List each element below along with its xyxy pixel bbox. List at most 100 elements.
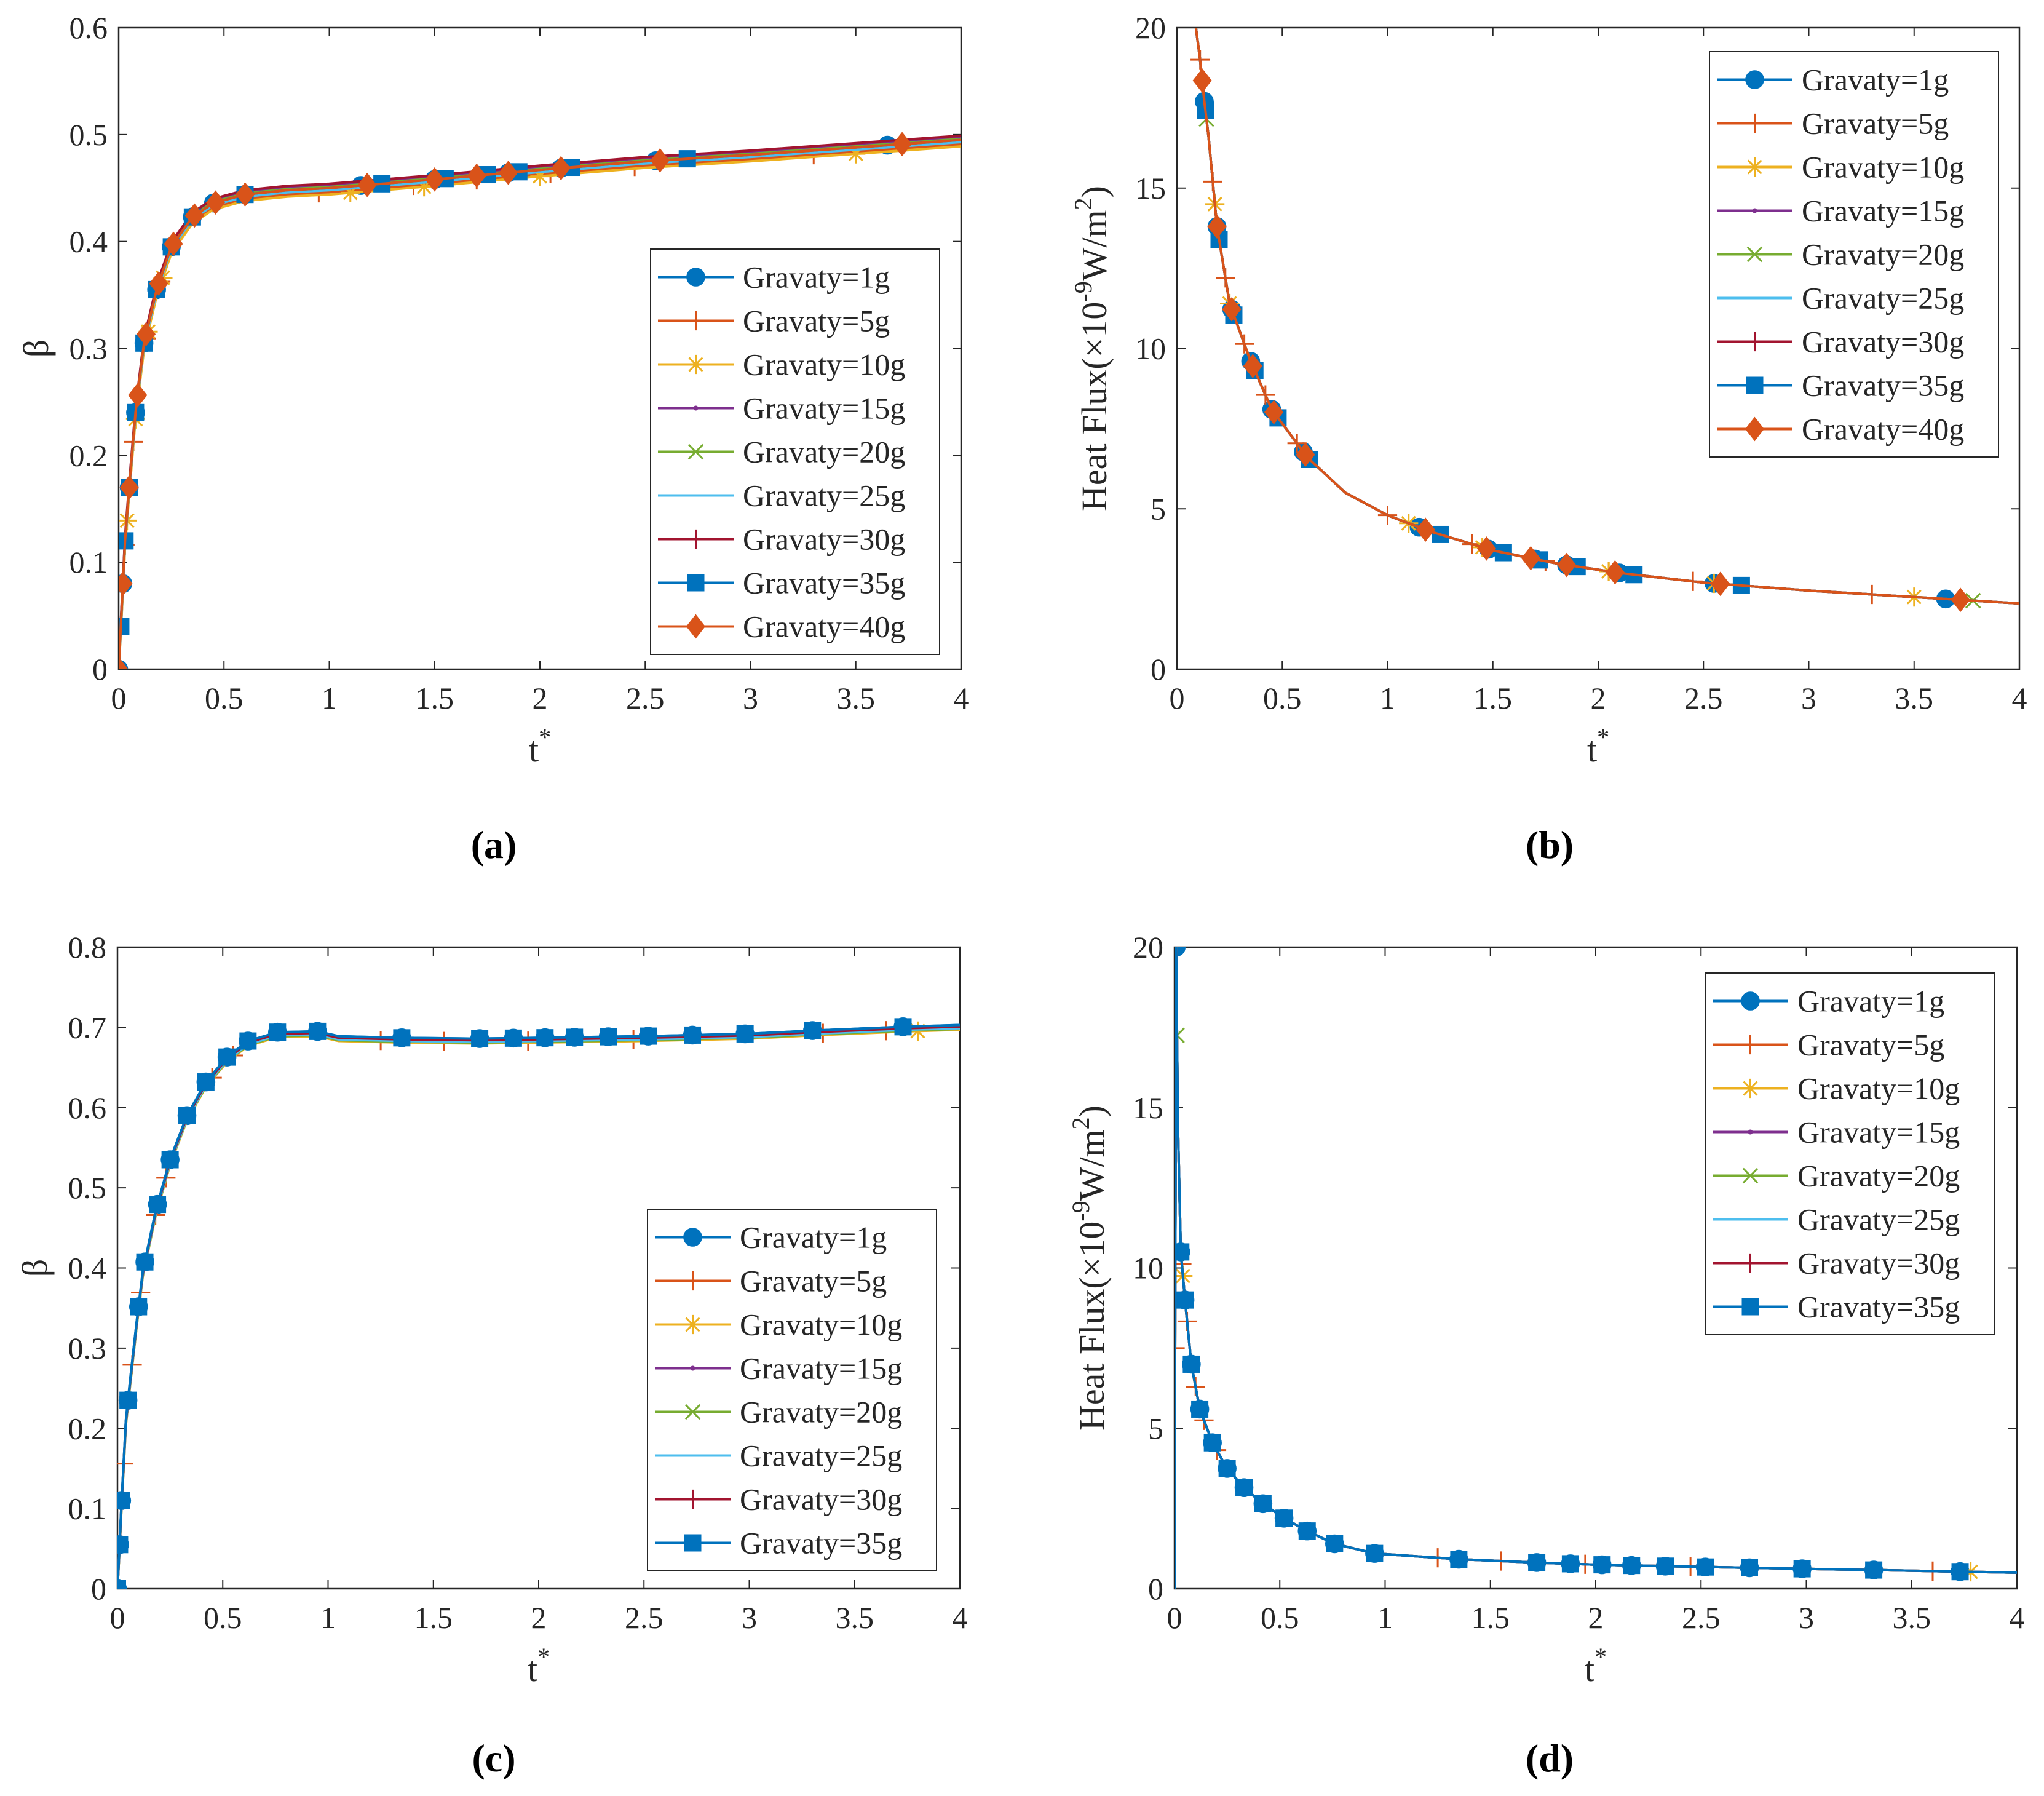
series-marker (1222, 297, 1242, 322)
series-marker (1218, 1460, 1236, 1477)
y-tick-label: 15 (1135, 171, 1166, 205)
legend-label: Gravaty=30g (743, 522, 905, 557)
legend-marker (1746, 246, 1763, 263)
x-axis-label-sup: * (1597, 723, 1609, 751)
x-tick-label: 0.5 (204, 1600, 242, 1635)
legend-label: Gravaty=10g (743, 348, 905, 382)
x-axis-label-sup: * (539, 723, 551, 751)
legend-label: Gravaty=5g (1797, 1028, 1944, 1062)
y-tick-label: 10 (1135, 332, 1166, 366)
series-marker (1605, 560, 1625, 585)
x-tick-label: 3 (742, 1600, 757, 1635)
y-axis-label-sup2: 2 (1069, 197, 1097, 210)
legend-label: Gravaty=5g (740, 1264, 887, 1298)
y-axis-label-main: Heat Flux(×10 (1074, 302, 1114, 511)
x-tick-label: 4 (953, 1600, 968, 1635)
x-axis-label-main: t (529, 729, 539, 769)
series-marker (1697, 1558, 1714, 1576)
legend-marker (1745, 113, 1765, 133)
series-marker (1521, 546, 1540, 571)
legend-label: Gravaty=5g (743, 304, 890, 338)
x-axis-label: t* (529, 723, 551, 769)
legend-box (647, 1209, 937, 1572)
series-marker (736, 1025, 754, 1043)
panel-c: 0 0.5 1 1.5 2 2.5 3 3.5 4 0 0.1 0.2 0.3 0.4 0.5 0.6 0.7 0… (15, 930, 968, 1780)
y-tick-label: 0.6 (68, 1091, 107, 1125)
series-marker (149, 271, 168, 296)
legend-marker (683, 1228, 702, 1247)
series-marker (566, 1028, 584, 1046)
y-axis-label-main: β (16, 340, 56, 358)
series-marker (117, 1536, 129, 1554)
x-axis-label: t* (1585, 1643, 1607, 1689)
series-marker (1203, 1434, 1221, 1452)
legend: Gravaty=1g Gravaty=5g Gravaty=10g Gravaty=1… (1705, 972, 1995, 1335)
legend-marker (1742, 1167, 1759, 1184)
legend-marker (693, 405, 699, 411)
y-tick-label: 0.5 (69, 117, 108, 152)
panel-b: 0 0.5 1 1.5 2 2.5 3 3.5 4 0 5 10 15 20 t* Heat Flux(×10… (1069, 10, 2027, 867)
legend-marker (686, 311, 706, 331)
x-tick-label: 1 (320, 1600, 336, 1635)
series-line-gravaty-40g (1194, 28, 2019, 605)
series-marker (1235, 1479, 1253, 1496)
series-marker (551, 156, 571, 181)
series-marker (892, 132, 912, 157)
series-marker (425, 167, 445, 192)
legend: Gravaty=1g Gravaty=5g Gravaty=10g Gravaty=1… (650, 248, 940, 655)
x-tick-label: 4 (2010, 1600, 2025, 1635)
legend-marker (1745, 70, 1764, 89)
x-tick-label: 0 (110, 1600, 125, 1635)
x-tick-label: 0.5 (1263, 681, 1302, 715)
legend-label: Gravaty=10g (1797, 1071, 1960, 1106)
series-marker (269, 1023, 287, 1041)
legend-label: Gravaty=10g (1802, 150, 1964, 185)
y-tick-label: 0.5 (68, 1170, 107, 1205)
legend-label: Gravaty=25g (1802, 281, 1964, 316)
legend-label: Gravaty=10g (740, 1308, 902, 1342)
y-tick-label: 0.2 (68, 1411, 107, 1445)
legend-marker (684, 1534, 702, 1552)
series-marker (1528, 1554, 1546, 1572)
y-axis-label: Heat Flux(×10-9W/m2) (1067, 1105, 1112, 1431)
legend-label: Gravaty=20g (743, 435, 905, 469)
legend-marker (1745, 157, 1765, 177)
series-marker (235, 182, 255, 207)
series-marker (119, 571, 133, 596)
x-tick-label: 2.5 (626, 681, 665, 715)
series-marker (1416, 517, 1435, 542)
x-tick-label: 1 (1380, 681, 1395, 715)
series-marker (467, 163, 486, 188)
legend-label: Gravaty=35g (740, 1526, 902, 1560)
series-marker (1243, 354, 1262, 379)
legend-marker (687, 574, 705, 592)
panel-label: (b) (1526, 823, 1574, 867)
series-marker (600, 1028, 617, 1046)
x-tick-label: 2.5 (625, 1600, 664, 1635)
series-marker (1657, 1557, 1674, 1575)
series-marker (1191, 1400, 1209, 1418)
legend-marker (1741, 991, 1760, 1011)
series-marker (130, 1298, 148, 1316)
series-marker (1254, 1495, 1272, 1512)
panel-d: 0 0.5 1 1.5 2 2.5 3 3.5 4 0 5 10 15 20 t* Heat Flux(×10… (1067, 930, 2025, 1780)
y-axis-label-unit: W/m (1072, 1129, 1112, 1201)
legend-label: Gravaty=20g (740, 1395, 902, 1429)
y-tick-label: 0.2 (69, 438, 108, 472)
legend-marker (1745, 416, 1765, 442)
y-tick-label: 0.6 (69, 10, 108, 45)
legend-label: Gravaty=35g (743, 566, 905, 600)
series-marker (1951, 1563, 1969, 1581)
legend-label: Gravaty=25g (743, 479, 905, 513)
legend-label: Gravaty=1g (1797, 984, 1944, 1019)
legend-label: Gravaty=25g (740, 1439, 902, 1473)
series-line-gravaty-35g (117, 1023, 960, 1589)
legend-marker (1740, 1078, 1761, 1099)
legend-label: Gravaty=35g (1797, 1290, 1960, 1324)
x-axis-label-main: t (1585, 1649, 1594, 1689)
x-axis-label-sup: * (1594, 1643, 1607, 1671)
legend-label: Gravaty=40g (1802, 412, 1964, 447)
legend-label: Gravaty=20g (1802, 237, 1964, 272)
y-tick-label: 15 (1133, 1091, 1163, 1125)
